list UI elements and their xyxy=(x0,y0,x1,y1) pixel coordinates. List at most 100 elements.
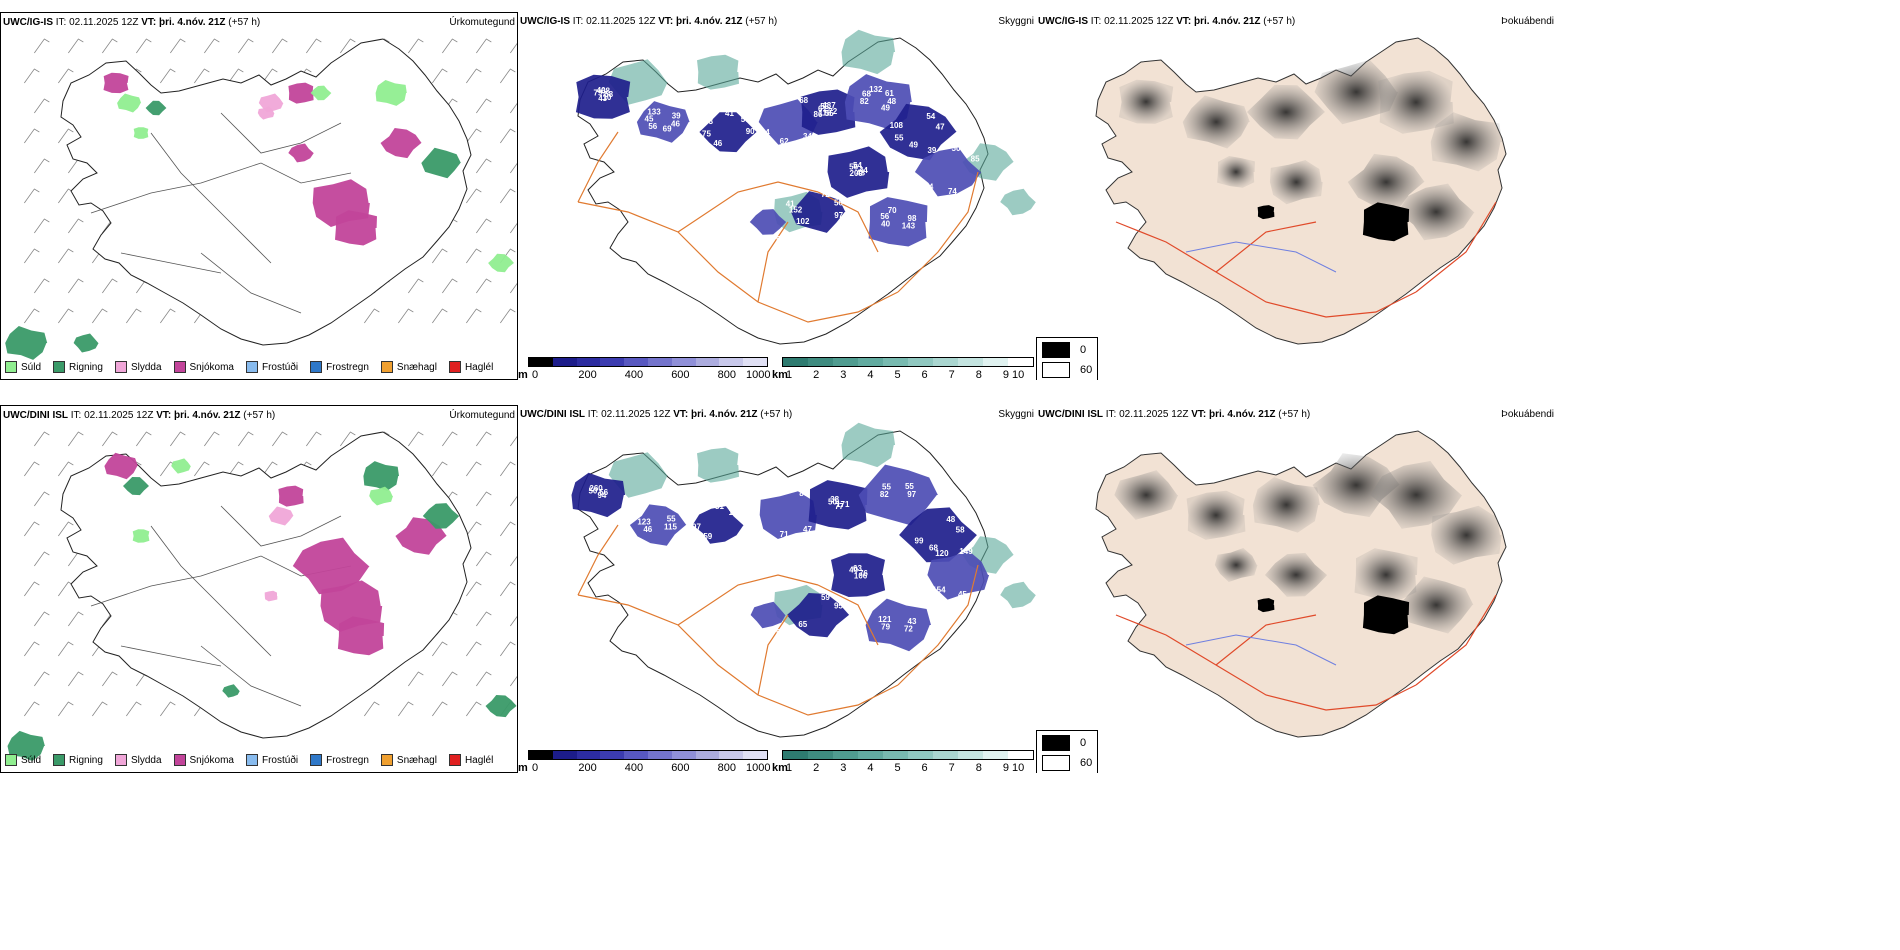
cloud-base-label: 132 xyxy=(749,628,763,637)
wind-barb xyxy=(68,278,84,294)
fog-area xyxy=(1264,552,1328,597)
precip-area xyxy=(103,72,129,94)
legend-swatch xyxy=(448,361,461,373)
cloud-area xyxy=(636,101,690,143)
cloud-base-label: 73 xyxy=(735,223,744,232)
wind-barb xyxy=(34,551,50,567)
wind-barb xyxy=(126,308,142,324)
legend-swatch xyxy=(53,754,66,766)
road-line xyxy=(577,201,899,323)
legend-label: Rigning xyxy=(69,361,103,373)
cloud-base-label: 115 xyxy=(664,523,677,532)
wind-barb xyxy=(238,38,254,54)
wind-barb xyxy=(432,461,448,477)
fog-area xyxy=(1186,490,1246,540)
wind-barb xyxy=(432,641,448,657)
wind-barb xyxy=(510,675,517,687)
wind-barb xyxy=(58,461,74,477)
colorbar-tick: 8 xyxy=(975,762,982,773)
fog-area xyxy=(1252,477,1320,533)
wind-barb xyxy=(340,431,356,447)
legend-label: Súld xyxy=(21,754,42,766)
precip-area xyxy=(288,82,314,104)
panel-title: UWC/DINI ISL IT: 02.11.2025 12Z VT: þri.… xyxy=(3,410,276,421)
precip-area xyxy=(73,333,99,353)
fog-area xyxy=(1269,160,1323,205)
cloud-base-label: 63 xyxy=(853,564,862,573)
precip-area xyxy=(171,458,191,474)
wind-barb xyxy=(58,248,74,264)
wind-barb xyxy=(442,38,458,54)
cloud-area xyxy=(699,112,757,153)
legend-item: Rigning xyxy=(53,361,103,373)
wind-barb xyxy=(24,188,40,204)
legend-item: Frostregn xyxy=(310,361,369,373)
cloud-area xyxy=(692,506,744,544)
colorbar-tick: 1000 xyxy=(746,762,771,773)
wind-barb xyxy=(102,38,118,54)
fog-area xyxy=(1247,84,1325,140)
wind-barb xyxy=(228,461,244,477)
legend-swatch xyxy=(380,754,393,766)
cloud-area xyxy=(571,472,626,518)
colorbar-tick: 7 xyxy=(948,762,955,773)
colorbar-strip xyxy=(528,750,768,760)
wind-barb xyxy=(306,431,322,447)
precip-area xyxy=(258,93,284,113)
colorbar-tick: 800 xyxy=(717,369,736,380)
wind-barb xyxy=(262,461,278,477)
legend-label: Rigning xyxy=(69,754,103,766)
road-line xyxy=(150,525,272,657)
wind-barb xyxy=(68,218,84,234)
precip-area xyxy=(292,537,370,595)
wind-barb xyxy=(466,188,482,204)
cloud-base-label: 97 xyxy=(907,490,916,499)
colorbar-tick: 4 xyxy=(867,762,874,773)
wind-barb xyxy=(476,98,492,114)
cloud-base-label: 46 xyxy=(671,120,680,129)
precip-type-map xyxy=(5,38,517,360)
precip-area xyxy=(337,616,385,656)
cloud-base-label: 40 xyxy=(597,86,606,95)
wind-barb xyxy=(102,431,118,447)
cloud-base-label: 61 xyxy=(818,105,827,114)
cloud-base-label: 55 xyxy=(825,109,834,118)
wind-barb xyxy=(58,308,74,324)
cloud-area xyxy=(629,504,687,546)
wind-barb xyxy=(34,218,50,234)
colorbar-tick: 600 xyxy=(671,369,690,380)
road-line xyxy=(677,181,819,233)
wind-barb xyxy=(24,308,40,324)
cloud-base-label: 97 xyxy=(834,211,843,220)
precip-area xyxy=(380,128,422,159)
legend-item: Slydda xyxy=(114,754,162,766)
panel-subject: Þokuábendi xyxy=(1501,409,1554,420)
wind-barb xyxy=(34,491,50,507)
fog-area xyxy=(1431,505,1502,565)
colorbar-unit: m xyxy=(518,369,528,380)
road-line xyxy=(897,564,979,686)
colorbar-tick: 1 xyxy=(786,369,793,380)
height-colorbar: m 0 200 400 600 800 1000 xyxy=(518,357,770,380)
cloud-base-area xyxy=(841,422,896,468)
colorbar-tick: 0 xyxy=(532,762,539,773)
wind-barb xyxy=(136,431,152,447)
height-colorbar: m 0 200 400 600 800 1000 xyxy=(518,750,771,773)
wind-barb xyxy=(500,641,516,657)
cloud-area xyxy=(786,593,850,638)
wind-barb xyxy=(34,158,50,174)
legend-swatch xyxy=(310,754,323,766)
wind-barb xyxy=(466,701,482,717)
precip-area xyxy=(421,147,461,179)
precip-area xyxy=(363,461,399,491)
colorbar-tick: 10 xyxy=(1012,762,1025,773)
wind-barb xyxy=(408,671,424,687)
precip-area xyxy=(5,326,48,360)
cloud-base-label: 41 xyxy=(725,109,734,118)
cloud-base-label: 120 xyxy=(761,193,775,202)
fog-area xyxy=(1314,59,1398,125)
colorbar-unit: m xyxy=(518,762,528,773)
fog-swatch-low xyxy=(1042,735,1070,751)
precip-area xyxy=(488,253,514,273)
cloud-area xyxy=(575,74,631,119)
